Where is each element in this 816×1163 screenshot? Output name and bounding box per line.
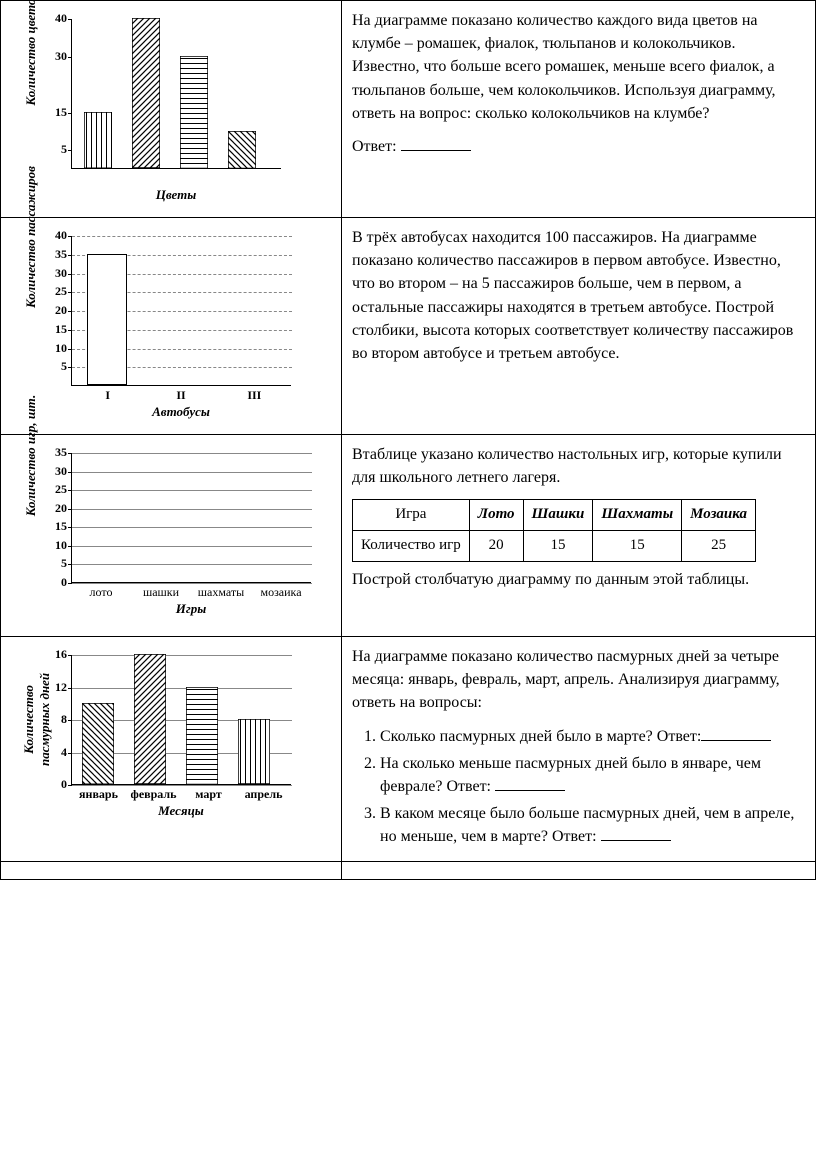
q1: Сколько пасмурных дней было в марте? Отв… xyxy=(380,725,805,748)
task3-intro: Втаблице указано количество настольных и… xyxy=(352,443,805,489)
chart-cell-2: Количество пассажиров510152025303540IIII… xyxy=(1,218,342,435)
data-val: 15 xyxy=(593,531,682,562)
data-header-label: Игра xyxy=(353,500,470,531)
empty-row xyxy=(1,861,816,879)
task1-answer: Ответ: xyxy=(352,135,805,158)
data-row-label: Количество игр xyxy=(353,531,470,562)
games-data-table: Игра Лото Шашки Шахматы Мозаика Количест… xyxy=(352,499,756,562)
months-chart: Количествопасмурных дней0481216январьфев… xyxy=(11,645,331,840)
task-row-4: Количествопасмурных дней0481216январьфев… xyxy=(1,637,816,862)
task-row-2: Количество пассажиров510152025303540IIII… xyxy=(1,218,816,435)
data-col: Шахматы xyxy=(593,500,682,531)
buses-chart: Количество пассажиров510152025303540IIII… xyxy=(11,226,331,426)
q2: На сколько меньше пасмурных дней было в … xyxy=(380,752,805,798)
answer-blank[interactable] xyxy=(401,150,471,151)
data-val: 20 xyxy=(469,531,523,562)
task1-text: На диаграмме показано количество каждого… xyxy=(352,9,805,125)
task-row-3: Количество игр, шт.05101520253035лотошаш… xyxy=(1,435,816,637)
data-val: 25 xyxy=(682,531,756,562)
task4-intro: На диаграмме показано количество пасмурн… xyxy=(352,645,805,715)
games-chart: Количество игр, шт.05101520253035лотошаш… xyxy=(11,443,331,628)
flowers-chart: Количество цветов5153040Цветы xyxy=(11,9,331,209)
data-col: Мозаика xyxy=(682,500,756,531)
text-cell-3: Втаблице указано количество настольных и… xyxy=(342,435,816,637)
text-cell-4: На диаграмме показано количество пасмурн… xyxy=(342,637,816,862)
task4-questions: Сколько пасмурных дней было в марте? Отв… xyxy=(352,725,805,849)
text-cell-1: На диаграмме показано количество каждого… xyxy=(342,1,816,218)
task-row-1: Количество цветов5153040Цветы На диаграм… xyxy=(1,1,816,218)
worksheet-table: Количество цветов5153040Цветы На диаграм… xyxy=(0,0,816,880)
data-col: Лото xyxy=(469,500,523,531)
chart-cell-3: Количество игр, шт.05101520253035лотошаш… xyxy=(1,435,342,637)
task2-text: В трёх автобусах находится 100 пассажиро… xyxy=(352,226,805,365)
answer-blank[interactable] xyxy=(701,740,771,741)
data-col: Шашки xyxy=(523,500,593,531)
answer-blank[interactable] xyxy=(495,790,565,791)
q3: В каком месяце было больше пасмурных дне… xyxy=(380,802,805,848)
chart-cell-4: Количествопасмурных дней0481216январьфев… xyxy=(1,637,342,862)
answer-blank[interactable] xyxy=(601,840,671,841)
text-cell-2: В трёх автобусах находится 100 пассажиро… xyxy=(342,218,816,435)
task3-after: Построй столбчатую диаграмму по данным э… xyxy=(352,568,805,591)
data-val: 15 xyxy=(523,531,593,562)
chart-cell-1: Количество цветов5153040Цветы xyxy=(1,1,342,218)
